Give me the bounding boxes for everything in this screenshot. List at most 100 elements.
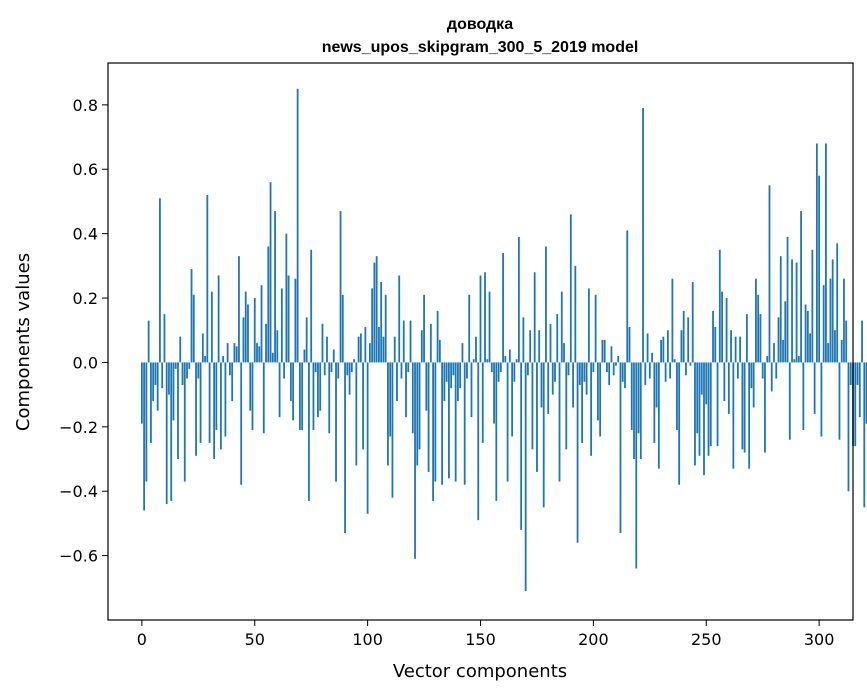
bar-291: [797, 355, 800, 363]
bar-239: [680, 330, 683, 363]
bar-1: [143, 362, 146, 511]
bar-102: [371, 288, 374, 363]
bar-12: [168, 362, 170, 395]
bar-303: [825, 143, 827, 363]
bar-219: [635, 362, 638, 569]
x-tick-label: 250: [691, 630, 722, 649]
bar-191: [572, 362, 574, 408]
bar-272: [755, 278, 757, 363]
bar-252: [709, 362, 712, 447]
bar-183: [554, 362, 556, 382]
bar-10: [163, 314, 166, 363]
bar-225: [648, 362, 651, 379]
bar-274: [759, 314, 762, 363]
bar-84: [330, 362, 333, 373]
bar-57: [269, 182, 272, 363]
bar-134: [443, 362, 446, 402]
y-tick-label: 0.6: [73, 160, 98, 179]
bar-51: [256, 343, 258, 363]
bar-11: [165, 362, 168, 505]
bar-212: [619, 362, 622, 534]
bar-311: [843, 278, 845, 363]
bar-38: [226, 343, 229, 363]
bar-44: [240, 362, 243, 485]
bar-246: [696, 362, 699, 434]
bar-310: [840, 339, 843, 363]
bar-233: [666, 330, 669, 363]
bar-23: [192, 294, 195, 363]
bar-128: [429, 323, 432, 363]
bar-288: [791, 259, 793, 363]
chart-title-line-1: доводка: [447, 16, 513, 33]
bar-254: [714, 327, 717, 363]
bar-231: [662, 336, 665, 363]
bar-129: [432, 362, 434, 501]
bar-88: [339, 211, 342, 363]
bar-320: [863, 362, 866, 508]
bar-266: [741, 362, 744, 450]
y-tick-label: 0.4: [73, 225, 98, 244]
bar-210: [615, 362, 617, 366]
bar-257: [721, 291, 723, 363]
bar-70: [298, 362, 301, 431]
bar-258: [723, 362, 726, 402]
bar-95: [355, 362, 358, 466]
bar-81: [323, 362, 326, 376]
bar-178: [542, 362, 545, 508]
bar-40: [231, 362, 234, 402]
bar-250: [705, 362, 708, 405]
bar-277: [766, 355, 769, 363]
bar-74: [308, 362, 310, 501]
bar-187: [563, 343, 565, 363]
bar-101: [368, 343, 371, 363]
bar-140: [457, 362, 459, 402]
bar-58: [271, 352, 274, 363]
bar-161: [504, 355, 507, 363]
x-axis: 0 50 100 150 200 250 300: [137, 620, 834, 649]
bar-113: [396, 362, 398, 402]
bar-270: [750, 362, 753, 389]
bar-289: [793, 359, 796, 363]
bar-148: [475, 336, 477, 363]
bar-79: [319, 362, 322, 411]
bar-31: [210, 291, 213, 363]
x-tick-label: 50: [245, 630, 265, 649]
bar-318: [858, 362, 861, 418]
bar-163: [508, 349, 511, 363]
bar-71: [301, 362, 304, 431]
bar-186: [560, 291, 563, 363]
bar-260: [727, 362, 730, 414]
bar-292: [800, 211, 802, 363]
x-axis-label: Vector components: [393, 661, 567, 682]
bar-164: [511, 362, 514, 437]
bar-173: [531, 362, 534, 450]
bar-268: [745, 314, 748, 363]
bar-301: [820, 362, 823, 437]
bar-282: [777, 317, 780, 363]
bar-20: [186, 362, 188, 379]
bar-283: [779, 256, 782, 363]
y-axis: −0.6 −0.4 −0.2 0.0 0.2 0.4 0.6 0.8: [59, 96, 108, 566]
bar-154: [488, 291, 491, 363]
bar-30: [208, 362, 211, 443]
bar-319: [861, 320, 863, 363]
bar-263: [734, 336, 737, 363]
bar-180: [547, 362, 550, 414]
bar-235: [671, 278, 674, 363]
bar-287: [788, 362, 791, 440]
bar-206: [606, 362, 608, 373]
bar-299: [815, 143, 818, 363]
bar-195: [581, 362, 583, 443]
bar-65: [287, 275, 290, 363]
y-axis-label: Components values: [13, 253, 34, 431]
bar-230: [660, 339, 663, 363]
bar-67: [292, 362, 295, 421]
bar-198: [587, 288, 590, 363]
bar-242: [687, 317, 690, 363]
bar-8: [159, 198, 161, 363]
bar-25: [197, 362, 200, 379]
bar-174: [533, 272, 536, 363]
bar-188: [565, 362, 568, 450]
bar-232: [664, 362, 667, 382]
y-tick-label: 0.0: [73, 353, 98, 372]
